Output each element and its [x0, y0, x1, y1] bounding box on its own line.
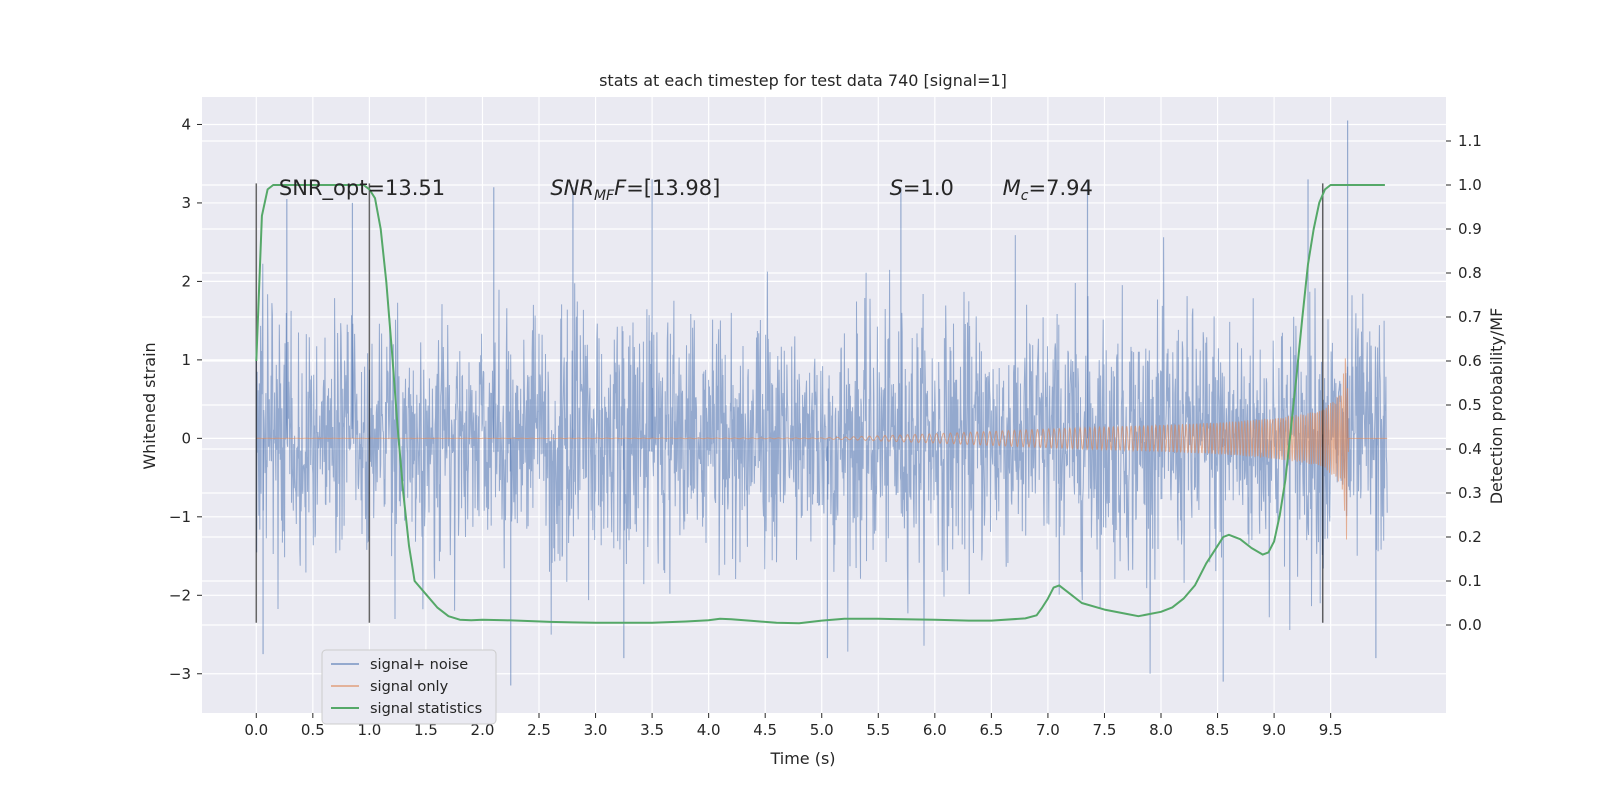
- legend-box: [321, 649, 497, 725]
- legend-label-stats: signal statistics: [370, 701, 482, 717]
- legend-label-signal: signal only: [370, 679, 449, 695]
- annotation-3-tail: =7.94: [1029, 176, 1093, 200]
- y-right-tick-label-3: 0.3: [1458, 484, 1482, 502]
- y-right-tick-label-8: 0.8: [1458, 264, 1482, 282]
- annotation-1-sub: MF: [594, 188, 615, 204]
- x-tick-label-11: 5.5: [866, 721, 890, 739]
- chart-title: stats at each timestep for test data 740…: [599, 71, 1007, 90]
- x-tick-label-1: 0.5: [301, 721, 325, 739]
- x-tick-label-0: 0.0: [244, 721, 268, 739]
- y-tick-label-6: 3: [181, 194, 191, 212]
- x-tick-label-3: 1.5: [414, 721, 438, 739]
- x-tick-labels: 0.0 0.5 1.0 1.5 2.0 2.5 3.0 3.5 4.0 4.5 5.0 5.5 6.0 6…: [244, 713, 1343, 739]
- x-tick-label-7: 3.5: [640, 721, 664, 739]
- y-right-tick-label-5: 0.5: [1458, 396, 1482, 414]
- annotation-1: SNRMFF=[13.98]: [550, 176, 720, 204]
- annotation-0: SNR_opt=13.51: [279, 176, 445, 201]
- annotation-3: Mc=7.94: [1003, 176, 1093, 204]
- stats-line: [255, 184, 1385, 625]
- y-tick-label-2: −1: [169, 508, 191, 526]
- y-right-tick-label-9: 0.9: [1458, 220, 1482, 238]
- x-tick-label-10: 5.0: [810, 721, 834, 739]
- legend: signal+ noise signal only signal statist…: [321, 649, 497, 725]
- annotation-2: S=1.0: [890, 176, 954, 200]
- y-tick-label-7: 4: [181, 115, 191, 133]
- y-tick-labels: −3 −2 −1 0 1 2 3 4: [169, 115, 202, 683]
- y-tick-label-5: 2: [181, 272, 191, 290]
- annotation-3-base: M: [1003, 176, 1021, 200]
- x-tick-label-5: 2.5: [527, 721, 551, 739]
- y-right-tick-label-6: 0.6: [1458, 352, 1482, 370]
- signal-line: [256, 358, 1388, 540]
- x-tick-label-16: 8.0: [1149, 721, 1173, 739]
- series-signal-statistics: [255, 184, 1385, 625]
- annotation-2-tail: =1.0: [903, 176, 954, 200]
- noise-line: [255, 235, 1388, 674]
- y-right-tick-labels: 0.0 0.1 0.2 0.3 0.4 0.5 0.6 0.7 0.8 0.9 1.0 1.1: [1446, 132, 1482, 634]
- y-tick-label-0: −3: [169, 665, 191, 683]
- annotation-3-sub: c: [1021, 188, 1029, 204]
- annotation-1-base: SNR: [550, 176, 594, 200]
- annotation-1-f: F: [614, 176, 627, 200]
- annotation-2-base: S: [890, 176, 903, 200]
- y-right-tick-label-10: 1.0: [1458, 176, 1482, 194]
- x-tick-label-19: 9.5: [1319, 721, 1343, 739]
- x-tick-label-4: 2.0: [471, 721, 495, 739]
- x-tick-label-13: 6.5: [979, 721, 1003, 739]
- y-right-tick-label-7: 0.7: [1458, 308, 1482, 326]
- y-right-tick-label-1: 0.1: [1458, 572, 1482, 590]
- annotation-1-tail: =[13.98]: [626, 176, 720, 200]
- vertical-lines: [255, 183, 1324, 623]
- x-tick-label-6: 3.0: [584, 721, 608, 739]
- x-tick-label-9: 4.5: [753, 721, 777, 739]
- x-tick-label-17: 8.5: [1206, 721, 1230, 739]
- annotations: SNR_opt=13.51 SNRMFF=[13.98] S=1.0 Mc=7.94: [279, 176, 1093, 204]
- x-tick-label-14: 7.0: [1036, 721, 1060, 739]
- y-right-tick-label-2: 0.2: [1458, 528, 1482, 546]
- y-right-tick-label-11: 1.1: [1458, 132, 1482, 150]
- x-tick-label-12: 6.0: [923, 721, 947, 739]
- y-right-tick-label-4: 0.4: [1458, 440, 1482, 458]
- x-tick-label-8: 4.0: [697, 721, 721, 739]
- y-axis-label: Whitened strain: [140, 342, 159, 469]
- legend-label-noise: signal+ noise: [370, 657, 468, 673]
- y-tick-label-4: 1: [181, 351, 191, 369]
- x-tick-label-18: 9.0: [1262, 721, 1286, 739]
- series-signal-noise: [255, 120, 1388, 686]
- x-tick-label-15: 7.5: [1093, 721, 1117, 739]
- x-axis-label: Time (s): [769, 749, 835, 768]
- y-tick-label-1: −2: [169, 586, 191, 604]
- x-tick-label-2: 1.0: [357, 721, 381, 739]
- y-tick-label-3: 0: [181, 429, 191, 447]
- y-right-axis-label: Detection probability/MF: [1487, 308, 1506, 505]
- y-right-tick-label-0: 0.0: [1458, 616, 1482, 634]
- series-signal-only: [256, 358, 1388, 540]
